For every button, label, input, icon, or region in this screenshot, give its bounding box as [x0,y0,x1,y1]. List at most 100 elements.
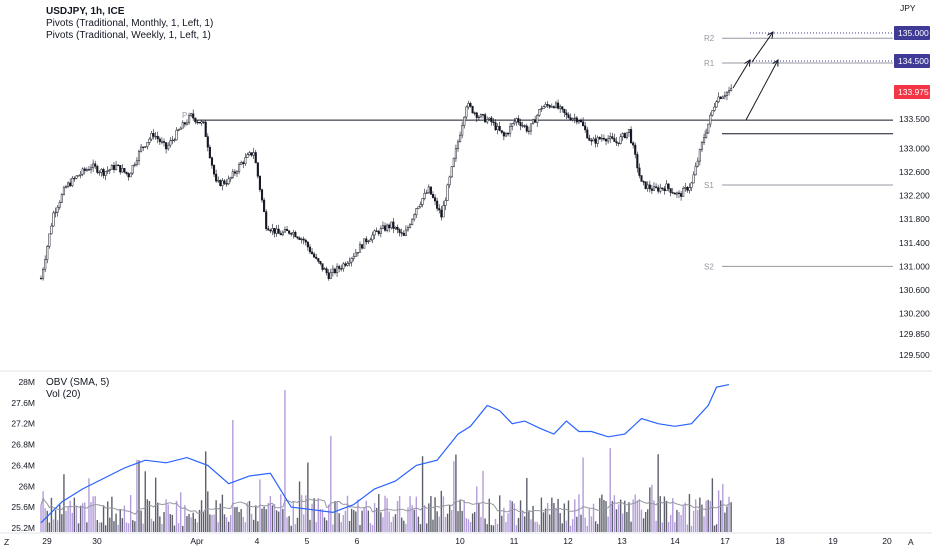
volume-bar [269,495,272,532]
candle-body [388,224,391,229]
candle-body [373,230,376,236]
price-tag [894,26,930,40]
candle-body [484,114,487,123]
volume-bar [388,511,390,532]
volume-bar [42,491,44,532]
corner-label-left[interactable]: Z [4,537,9,547]
volume-bar [622,513,624,532]
volume-legend[interactable]: Vol (20) [46,389,81,400]
candle-body [110,165,113,170]
candle-body [104,171,107,176]
volume-bar [682,505,684,532]
weekly-pivots-legend[interactable]: Pivots (Traditional, Weekly, 1, Left, 1) [46,30,211,41]
volume-bar [503,507,505,532]
monthly-pivots-legend[interactable]: Pivots (Traditional, Monthly, 1, Left, 1… [46,18,214,29]
candle-body [369,239,372,242]
time-tick-label: 19 [828,536,838,546]
candle-body [386,224,389,231]
candle-body [582,121,585,127]
volume-bar [146,499,149,532]
candle-body [682,188,685,197]
candle-body [634,144,637,155]
volume-bar [59,504,61,532]
volume-bar [538,524,541,532]
volume-bar [140,510,142,532]
volume-bar [684,502,686,532]
volume-bar [280,494,282,532]
candle-body [515,118,518,123]
obv-tick-label: 26M [18,481,35,491]
volume-bar [521,511,524,532]
candle-body [655,186,658,188]
price-axis[interactable]: 133.500 133.000 132.600 132.200 131.800 131.4… [899,114,930,360]
candle-body [490,117,493,123]
volume-bar [334,501,336,532]
candle-body [117,164,120,167]
price-tag-label: 134.500 [898,56,929,66]
candle-body [448,176,451,186]
volume-bar [238,511,240,532]
candle-body [623,133,626,139]
arrow [751,32,773,63]
candle-body [532,119,535,125]
volume-bar [250,513,253,532]
candle-body [673,192,676,195]
volume-bar [426,523,428,532]
candle-body [250,152,253,156]
volume-bars [40,390,732,532]
volume-bar [711,478,714,532]
volume-bar [367,510,370,532]
volume-bar [688,494,691,532]
candle-body [506,132,510,135]
volume-bar [90,502,92,532]
volume-bar [284,390,286,532]
symbol-title[interactable]: USDJPY, 1h, ICE [46,6,125,17]
obv-axis[interactable]: 28M 27.6M 27.2M 26.8M 26.4M 26M 25.6M 25.2M [11,377,35,533]
corner-label-right[interactable]: A [908,537,914,547]
volume-bar [273,503,276,532]
volume-bar [605,501,607,532]
candle-body [135,160,138,165]
candle-body [546,104,549,106]
volume-bar [121,518,124,532]
volume-bar [77,523,80,532]
candle-body [60,194,63,203]
price-tag [894,85,930,99]
candle-body [348,261,351,264]
volume-bar [192,512,194,532]
candle-body [665,183,668,192]
volume-bar [649,487,651,532]
volume-bar [188,514,190,532]
obv-legend[interactable]: OBV (SMA, 5) [46,377,110,388]
time-axis[interactable]: 29 30 Apr 4 5 6 10 11 12 13 14 17 18 19 20 [42,536,892,546]
volume-bar [313,498,315,532]
time-tick-label: 4 [255,536,260,546]
candle-body [158,138,161,142]
candle-body [129,172,132,178]
candle-body [83,168,86,171]
volume-bar [511,501,513,532]
candle-body [344,263,347,266]
candle-body [705,132,708,138]
candle-body [492,121,495,123]
volume-bar [544,508,547,532]
candle-body [285,229,289,231]
volume-bar [175,500,178,532]
candle-body [452,157,455,167]
candle-body [723,95,726,98]
volume-bar [703,516,705,532]
candle-body [652,186,656,191]
candle-body [73,177,76,180]
candle-body [308,246,312,253]
volume-bar [448,505,451,532]
weekly-pivot-label: S2 [704,262,714,271]
volume-bar [248,500,251,532]
candle-body [298,237,301,240]
candle-body [563,108,566,114]
price-tick-label: 133.500 [899,114,930,124]
volume-bar [73,497,76,532]
arrow-annotations[interactable] [732,32,778,121]
candle-body [680,193,683,197]
candle-body [425,192,428,194]
